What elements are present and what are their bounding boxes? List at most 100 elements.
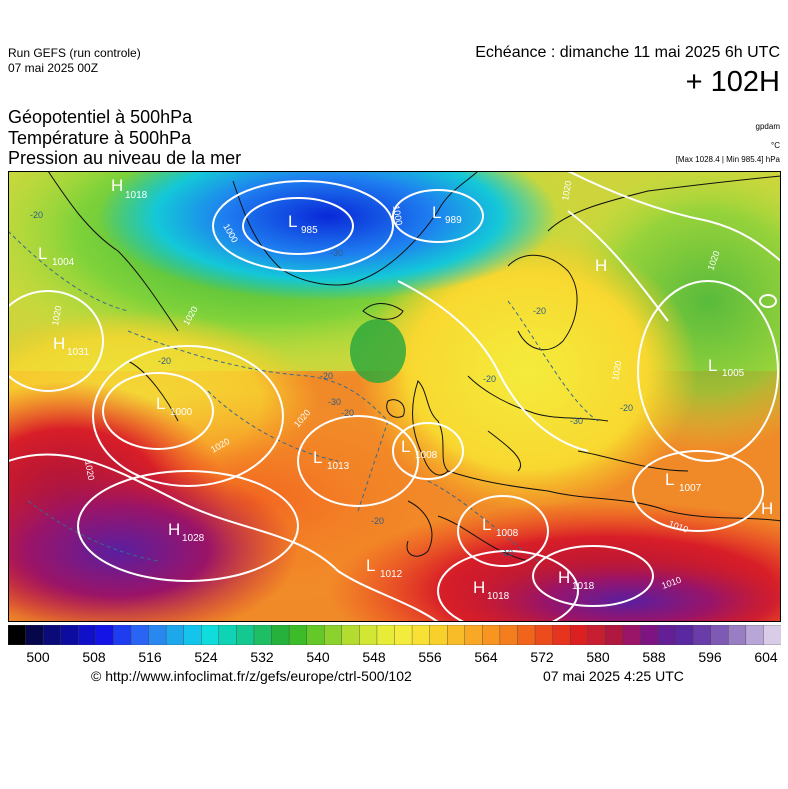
colorbar-swatch — [447, 625, 466, 645]
unit-temperature: °C — [771, 141, 780, 150]
colorbar-swatch — [148, 625, 167, 645]
colorbar-swatch — [640, 625, 659, 645]
colorbar-swatch — [411, 625, 431, 645]
svg-text:L: L — [38, 244, 47, 263]
isobar-label: 1020 — [610, 360, 623, 381]
svg-text:L: L — [156, 394, 165, 413]
isotherm-label: -20 — [483, 374, 496, 384]
svg-text:L: L — [665, 470, 674, 489]
colorbar-swatch — [25, 625, 44, 645]
isotherm-label: -20 — [341, 408, 354, 418]
colorbar-swatch — [376, 625, 396, 645]
colorbar-swatch — [359, 625, 378, 645]
pressure-center-high: H — [595, 256, 607, 275]
svg-text:H: H — [473, 578, 485, 597]
variable-pressure: Pression au niveau de la mer — [8, 148, 242, 168]
colorbar-swatch — [534, 625, 554, 645]
svg-text:L: L — [482, 515, 491, 534]
colorbar-swatch — [113, 625, 132, 645]
colorbar-swatch — [183, 625, 203, 645]
run-date: 07 mai 2025 00Z — [8, 61, 99, 75]
svg-text:H: H — [168, 520, 180, 539]
colorbar — [8, 625, 781, 645]
svg-text:H: H — [53, 334, 65, 353]
svg-text:H: H — [761, 499, 773, 518]
colorbar-swatch — [745, 625, 765, 645]
svg-text:1007: 1007 — [679, 483, 702, 494]
field-purple-sw — [8, 461, 298, 622]
colorbar-swatch — [271, 625, 290, 645]
svg-text:L: L — [708, 356, 717, 375]
colorbar-swatch — [517, 625, 536, 645]
colorbar-swatch — [499, 625, 519, 645]
variable-temperature: Température à 500hPa — [8, 128, 192, 148]
svg-text:L: L — [401, 437, 410, 456]
run-name: Run GEFS (run controle) — [8, 46, 141, 60]
colorbar-swatch — [218, 625, 238, 645]
svg-text:H: H — [558, 568, 570, 587]
colorbar-swatch — [763, 625, 781, 645]
svg-text:1008: 1008 — [415, 450, 438, 461]
pressure-center-low: L 1007 — [665, 470, 702, 494]
colorbar-swatch — [692, 625, 712, 645]
colorbar-swatch — [324, 625, 343, 645]
svg-text:1013: 1013 — [327, 461, 350, 472]
isobars — [8, 171, 781, 622]
isotherm-label: -20 — [371, 516, 384, 526]
colorbar-swatch — [306, 625, 326, 645]
colorbar-swatch — [201, 625, 220, 645]
svg-text:1004: 1004 — [52, 257, 75, 268]
svg-text:L: L — [366, 556, 375, 575]
coastlines — [47, 171, 781, 562]
colorbar-swatch — [728, 625, 747, 645]
colorbar-swatch — [253, 625, 273, 645]
colorbar-tick-label: 580 — [586, 649, 610, 665]
colorbar-swatch — [78, 625, 97, 645]
svg-text:985: 985 — [301, 225, 318, 236]
colorbar-swatch — [130, 625, 150, 645]
svg-text:1000: 1000 — [170, 407, 193, 418]
svg-text:989: 989 — [445, 215, 462, 226]
colorbar-swatch — [622, 625, 642, 645]
svg-text:1005: 1005 — [722, 368, 745, 379]
pressure-center-high: H — [761, 499, 773, 518]
colorbar-tick-label: 548 — [362, 649, 386, 665]
isotherm-labels: -20 -20 -20 -20 -20 -20 -30 -30 -30 -20 … — [30, 210, 633, 558]
colorbar-swatch — [95, 625, 115, 645]
colorbar-tick-label: 540 — [306, 649, 330, 665]
isotherm-label: -30 — [570, 416, 583, 426]
colorbar-swatch — [710, 625, 730, 645]
colorbar-tick-label: 588 — [642, 649, 666, 665]
colorbar-swatch — [657, 625, 677, 645]
colorbar-tick-label: 524 — [194, 649, 218, 665]
colorbar-swatch — [236, 625, 255, 645]
colorbar-swatch — [42, 625, 62, 645]
pressure-center-high: H 1028 — [168, 520, 205, 544]
pressure-center-low: L 1004 — [38, 244, 75, 268]
pressure-center-low: L 1012 — [366, 556, 403, 580]
svg-text:L: L — [313, 448, 322, 467]
svg-text:1018: 1018 — [125, 190, 148, 201]
colorbar-swatch — [165, 625, 185, 645]
isotherm-label: -30 — [328, 397, 341, 407]
colorbar-swatch — [429, 625, 449, 645]
pressure-center-high: H 1031 — [53, 334, 90, 358]
svg-text:1012: 1012 — [380, 569, 403, 580]
svg-text:H: H — [111, 176, 123, 195]
pressure-center-low: L 1000 — [156, 394, 193, 418]
isotherm-label: -20 — [533, 306, 546, 316]
svg-text:L: L — [432, 203, 441, 222]
credit-url[interactable]: © http://www.infoclimat.fr/z/gefs/europe… — [91, 668, 412, 684]
colorbar-tick-label: 564 — [474, 649, 498, 665]
pressure-center-low: L 1008 — [401, 437, 438, 461]
pressure-center-low: L 1013 — [313, 448, 350, 472]
colorbar-swatch — [341, 625, 361, 645]
isotherm-label: -20 — [30, 210, 43, 220]
colorbar-tick-label: 508 — [82, 649, 106, 665]
pressure-range: [Max 1028.4 | Min 985.4] hPa — [675, 155, 780, 164]
